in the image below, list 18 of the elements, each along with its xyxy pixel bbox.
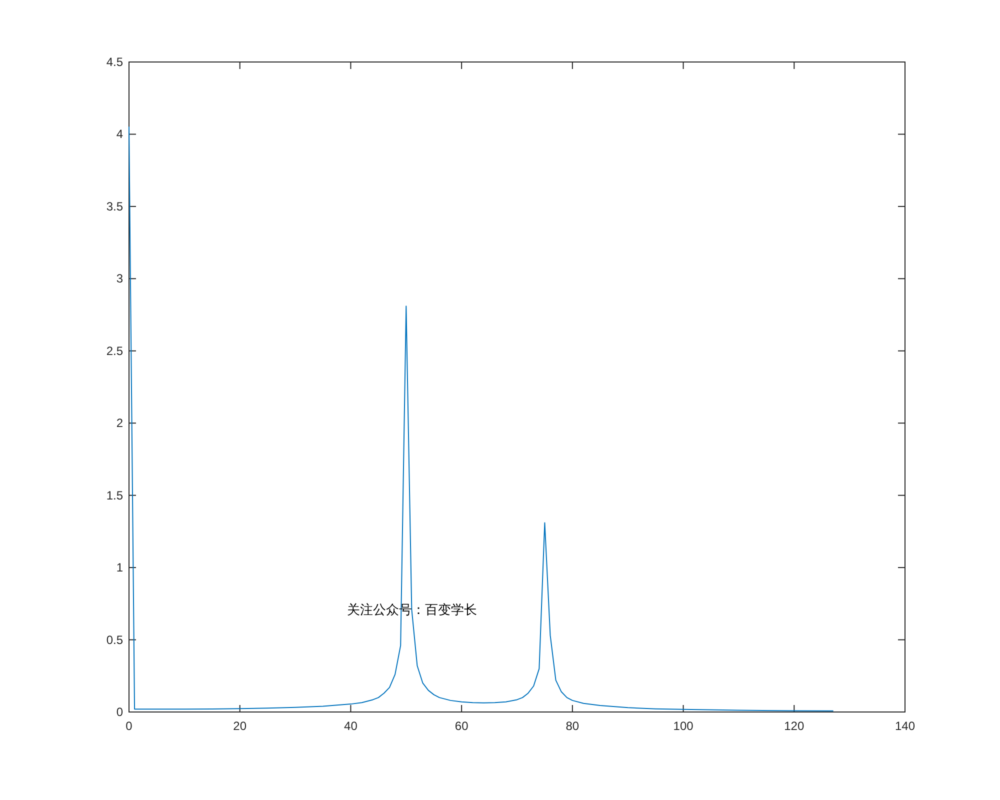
y-tick-label: 1 <box>116 560 124 575</box>
x-tick-label: 120 <box>784 719 804 733</box>
y-tick-label: 1.5 <box>106 488 124 502</box>
x-tick-label: 140 <box>894 719 916 733</box>
y-tick-label: 0.5 <box>106 632 124 647</box>
x-tick-label: 60 <box>454 719 469 733</box>
y-tick-label: 2 <box>116 416 124 430</box>
y-tick-label: 4.5 <box>106 55 124 69</box>
y-tick-label: 0 <box>116 705 124 719</box>
x-tick-label: 80 <box>566 719 580 733</box>
y-tick-label: 3 <box>116 272 124 286</box>
x-tick-label: 20 <box>233 719 247 733</box>
x-tick-label: 0 <box>126 719 133 733</box>
x-tick-label: 40 <box>344 719 358 733</box>
y-tick-label: 4 <box>116 127 124 142</box>
y-tick-label: 2.5 <box>106 344 124 358</box>
x-tick-label: 100 <box>673 719 694 733</box>
y-tick-label: 3.5 <box>106 199 124 214</box>
